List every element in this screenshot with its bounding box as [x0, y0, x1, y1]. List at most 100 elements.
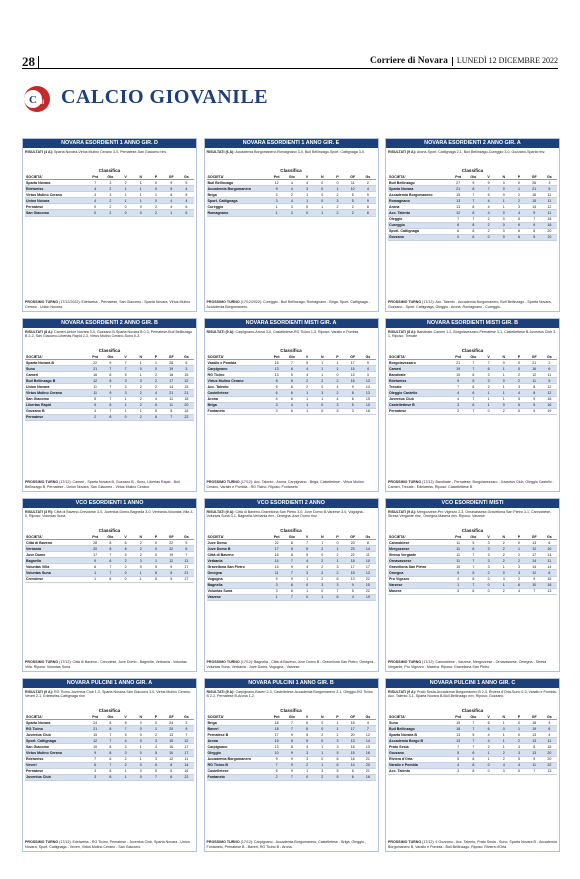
stat-cell: 10 [541, 545, 557, 553]
team-name: Union Novara [25, 197, 88, 205]
stat-cell: 24 [163, 719, 179, 727]
results-body: Arona-Sport. Cattignaga 2-1, Buìl Bellin… [416, 150, 546, 154]
stat-cell: 6 [465, 588, 481, 595]
stat-cell: 22 [178, 414, 194, 421]
stat-cell: 1 [133, 569, 149, 577]
stat-cell: 5 [450, 749, 466, 757]
column-header: SOCIETA' [388, 714, 451, 720]
stat-cell: 5 [541, 377, 557, 385]
stat-cell: 18 [360, 774, 376, 781]
table-header-row: SOCIETA' Pnt Gio V N P GF Gs [25, 354, 194, 360]
stat-cell: 11 [360, 551, 376, 559]
stat-cell: 0 [133, 209, 149, 217]
stat-cell: 0 [314, 719, 330, 727]
stat-cell: 5 [163, 185, 179, 193]
table-header-row: SOCIETA' Pnt Gio V N P GF Gs [25, 174, 194, 180]
stat-cell: 0 [299, 209, 315, 217]
stat-cell: 6 [511, 582, 527, 589]
stat-cell: 4 [299, 743, 315, 751]
table-row: Carpignano 13 8 4 1 3 18 13 [206, 743, 376, 751]
column-header: GF [163, 714, 179, 720]
stat-cell: 2 [148, 383, 164, 391]
stat-cell: 13 [360, 569, 376, 577]
stat-cell: 0 [314, 179, 330, 187]
stat-cell: 11 [87, 383, 103, 391]
stat-cell: 17 [178, 749, 194, 757]
header-divider [38, 56, 39, 68]
stat-cell: 9 [87, 749, 103, 757]
table-row: Bandirate 10 6 3 1 2 12 11 [388, 371, 557, 379]
stat-cell: 11 [541, 737, 557, 745]
stat-cell: 12 [541, 389, 557, 397]
table-row: Buìl Bellinzago 12 4 4 0 0 11 2 [206, 179, 376, 187]
stat-cell: 17 [178, 576, 194, 583]
stat-cell: 5 [465, 569, 481, 577]
next-round-label: PROSSIMO TURNO [388, 480, 422, 485]
stat-cell: 7 [526, 588, 542, 595]
stat-cell: 4 [299, 557, 315, 565]
stat-cell: 7 [102, 396, 118, 403]
stat-cell: 11 [87, 389, 103, 397]
stat-cell: 8 [102, 402, 118, 409]
stat-cell: 18 [541, 216, 557, 223]
stat-cell: 4 [178, 197, 194, 205]
stat-cell: 6 [465, 576, 481, 583]
stat-cell: 3 [450, 588, 466, 595]
results-label: RISULTATI (3 R): [25, 510, 54, 514]
stat-cell: 4 [299, 365, 315, 373]
stat-cell: 6 [284, 396, 300, 403]
table-row: Sport. Cattignaga 3 4 1 0 3 5 9 [206, 197, 376, 205]
next-round-text: PROSSIMO TURNO (17/12): Carpignano - Acc… [207, 840, 376, 849]
stat-cell: 6 [299, 725, 315, 733]
table-row: Omegna 11 7 3 2 2 15 13 [206, 569, 376, 577]
team-name: Juventus Club [25, 731, 88, 739]
stat-cell: 4 [511, 588, 527, 595]
next-round-body: (17/12/2022): Cureggio - Buìl Bellinzago… [206, 300, 370, 309]
stat-cell: 17 [345, 725, 361, 733]
standings-table: SOCIETA' Pnt Gio V N P GF Gs Buìl Bellinzago 12 4 4… [206, 174, 376, 217]
stat-cell: 6 [299, 719, 315, 727]
stat-cell: 2 [345, 209, 361, 217]
classifica-label: Classifica [461, 168, 484, 173]
stat-cell: 2 [314, 774, 330, 781]
stat-cell: 0 [133, 768, 149, 775]
column-header: SOCIETA' [206, 354, 270, 360]
table-row: Pernatese B 17 9 5 2 2 20 12 [206, 731, 376, 739]
stat-cell: 1 [163, 209, 179, 217]
table-row: Briga 18 7 6 0 1 18 4 [206, 719, 376, 727]
stat-cell: 11 [450, 539, 466, 547]
stat-cell: 6 [450, 222, 466, 229]
team-name: Virtus Mulino Cerano [25, 191, 88, 199]
stat-cell: 2 [496, 557, 512, 565]
team-name: San Giacomo [25, 743, 88, 751]
stat-cell: 20 [541, 756, 557, 763]
stat-cell: 21 [526, 185, 542, 193]
column-header: GF [345, 174, 361, 180]
stat-cell: 3 [269, 408, 285, 415]
stat-cell: 1 [496, 389, 512, 397]
table-row: Crevolese 1 6 0 1 5 5 17 [25, 576, 194, 583]
stat-cell: 6 [163, 774, 179, 781]
stat-cell: 5 [480, 191, 497, 199]
stat-cell: 21 [360, 756, 376, 763]
stat-cell: 7 [465, 725, 481, 733]
stat-cell: 8 [102, 774, 118, 781]
stat-cell: 8 [465, 209, 481, 217]
column-header: SOCIETA' [25, 354, 88, 360]
stat-cell: 8 [465, 768, 481, 775]
stat-cell: 8 [360, 203, 376, 211]
column-header: Pnt [87, 534, 103, 540]
stat-cell: 3 [117, 743, 134, 751]
panel-title: NOVARA PULCINI 1 ANNO GIR. B [204, 679, 378, 688]
stat-cell: 1 [117, 774, 134, 781]
stat-cell: 18 [178, 396, 194, 403]
stat-cell: 9 [450, 569, 466, 577]
stat-cell: 2 [450, 408, 466, 415]
stat-cell: 14 [526, 557, 542, 565]
standings-grid: NOVARA ESORDIENTI 1 ANNO GIR. D RISULTATI… [22, 138, 560, 856]
stat-cell: 1 [496, 203, 512, 211]
column-header: Gs [541, 534, 557, 540]
table-header-row: SOCIETA' Pnt Gio V N P GF Gs [206, 534, 376, 540]
stat-cell: 1 [314, 743, 330, 751]
table-row: Sparta Novara B 22 9 7 1 1 28 6 [25, 359, 194, 367]
